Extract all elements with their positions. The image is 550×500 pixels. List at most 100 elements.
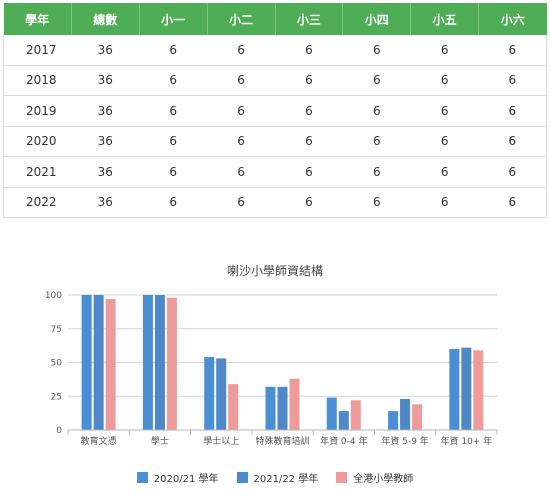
table-cell: 36 [71,95,140,127]
table-cell: 6 [207,126,275,157]
table-cell: 6 [478,126,547,157]
table-cell: 6 [275,187,343,218]
bar [326,397,337,430]
bar [277,386,288,430]
table-cell: 6 [478,65,547,96]
bar [449,349,460,430]
table-row: 2022 36 6 6 6 6 6 6 [3,187,547,218]
table-cell: 6 [478,156,547,188]
bar [81,295,92,430]
table-cell: 2018 [3,65,72,96]
table-cell: 6 [275,65,343,96]
table-cell: 2019 [3,95,72,127]
chart-legend: 2020/21 學年 2021/22 學年 全港小學教師 [0,470,550,485]
table-cell: 6 [410,35,479,66]
bar [289,378,300,430]
table-cell: 6 [275,156,343,188]
x-tick-label: 學士 [151,435,169,447]
bar [412,404,423,430]
col-header-p4: 小四 [342,3,412,35]
bar [93,295,104,430]
legend-item-2021-22[interactable]: 2021/22 學年 [236,470,319,485]
y-tick-label: 50 [51,359,63,369]
legend-item-hk-teachers[interactable]: 全港小學教師 [336,470,413,485]
legend-label: 2020/21 學年 [153,474,219,485]
table-cell: 6 [139,187,208,218]
table-cell: 6 [342,156,411,188]
table-cell: 2020 [3,126,72,157]
table-row: 2017 36 6 6 6 6 6 6 [3,35,547,66]
legend-swatch [236,472,248,483]
bar [154,295,165,430]
table-row: 2019 36 6 6 6 6 6 6 [3,95,547,127]
table-cell: 6 [410,126,479,157]
table-cell: 2017 [3,35,72,66]
bar [461,347,472,430]
table-cell: 6 [207,187,275,218]
col-header-p5: 小五 [410,3,480,35]
y-tick-label: 75 [51,325,62,335]
table-cell: 6 [139,126,208,157]
table-row: 2020 36 6 6 6 6 6 6 [3,126,547,157]
table-cell: 6 [207,65,275,96]
x-tick-label: 年資 5-9 年 [381,435,428,447]
col-header-total: 總數 [71,3,140,35]
bar [265,386,276,430]
legend-swatch [136,472,148,483]
table-header-row: 學年 總數 小一 小二 小三 小四 小五 小六 [3,3,547,35]
table-cell: 6 [342,35,411,66]
legend-swatch [336,472,348,483]
table-cell: 6 [410,156,479,188]
table-cell: 36 [71,65,140,96]
col-header-p2: 小二 [207,3,276,35]
x-tick-label: 教育文憑 [81,435,117,447]
table-cell: 6 [478,95,547,127]
legend-label: 全港小學教師 [353,474,414,485]
x-tick-label: 學士以上 [203,435,239,447]
table-cell: 6 [139,95,208,127]
col-header-p1: 小一 [139,3,208,35]
x-tick-label: 特殊教育培訓 [255,435,309,447]
bar [388,411,399,430]
table-cell: 6 [342,65,411,96]
bar [228,384,239,430]
x-tick-label: 年資 0-4 年 [320,435,367,447]
legend-label: 2021/22 學年 [253,474,319,485]
table-cell: 6 [139,65,208,96]
bar [105,299,116,430]
bar [400,398,411,430]
chart-title: 喇沙小學師資結構 [226,264,323,278]
table-cell: 6 [410,95,479,127]
x-tick-label: 年資 10+ 年 [440,435,492,447]
table-cell: 36 [71,156,140,188]
legend-item-2020-21[interactable]: 2020/21 學年 [136,470,219,485]
bar [338,411,349,430]
bar [142,295,153,430]
table-cell: 6 [342,187,411,218]
col-header-p6: 小六 [478,3,547,35]
bar [350,400,361,430]
bar [204,357,215,430]
table-cell: 6 [207,35,275,66]
col-header-year: 學年 [3,3,72,35]
bar [166,297,177,430]
table-cell: 6 [275,95,343,127]
table-cell: 6 [342,126,411,157]
table-row: 2018 36 6 6 6 6 6 6 [3,65,547,96]
table-cell: 6 [342,95,411,127]
table-cell: 6 [410,65,479,96]
y-tick-label: 25 [51,392,62,402]
table-cell: 6 [275,35,343,66]
table-cell: 2022 [3,187,72,218]
table-cell: 6 [478,35,547,66]
table-cell: 6 [410,187,479,218]
table-cell: 36 [71,126,140,157]
table-cell: 36 [71,187,140,218]
table-cell: 6 [139,35,208,66]
table-cell: 36 [71,35,140,66]
table-row: 2021 36 6 6 6 6 6 6 [3,156,547,188]
table-cell: 6 [275,126,343,157]
bar [473,350,484,430]
bar [216,358,227,430]
table-cell: 6 [139,156,208,188]
